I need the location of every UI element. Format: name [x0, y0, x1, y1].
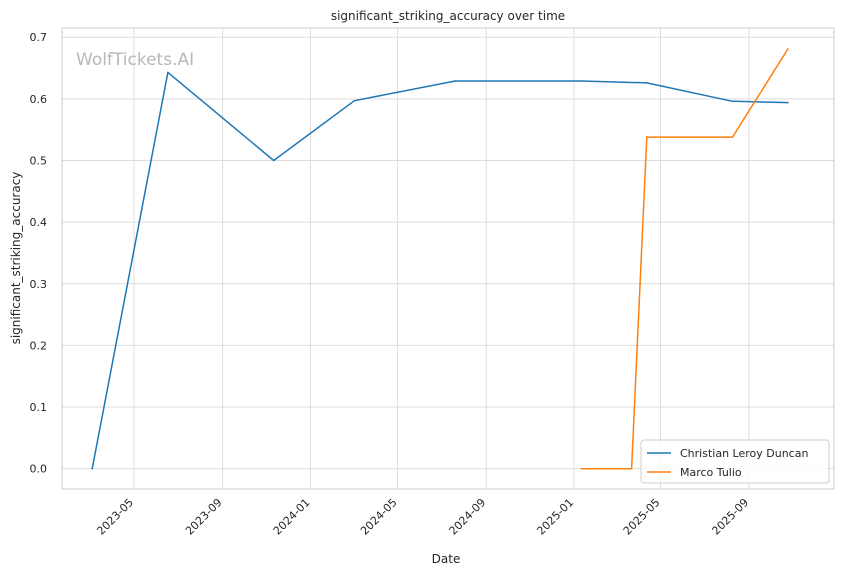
- data-point: [580, 467, 583, 470]
- x-axis-label: Date: [432, 552, 461, 566]
- series-layer: [91, 48, 789, 470]
- y-tick-label: 0.3: [30, 278, 48, 291]
- data-point: [645, 82, 648, 84]
- data-point: [167, 71, 169, 74]
- data-point: [353, 99, 356, 102]
- y-tick-label: 0.4: [30, 216, 48, 229]
- data-point: [731, 136, 734, 138]
- data-point: [787, 48, 789, 50]
- y-axis-ticks: 0.0 0.1 0.2 0.3 0.4 0.5 0.6 0.7: [30, 31, 48, 475]
- legend-box: [640, 439, 830, 484]
- y-tick-label: 0.6: [30, 93, 48, 106]
- data-point: [580, 80, 583, 82]
- grid: [62, 28, 834, 489]
- y-tick-label: 0.1: [30, 401, 48, 414]
- legend-label-0: Christian Leroy Duncan: [680, 447, 808, 460]
- data-point: [272, 159, 275, 162]
- data-point: [454, 80, 457, 82]
- y-tick-label: 0.7: [30, 31, 48, 44]
- data-point: [91, 467, 94, 470]
- y-tick-label: 0.5: [30, 155, 48, 168]
- legend-label-1: Marco Tulio: [680, 466, 742, 479]
- y-tick-label: 0.0: [30, 463, 48, 476]
- y-tick-label: 0.2: [30, 339, 48, 352]
- data-point: [645, 136, 648, 138]
- data-point: [731, 100, 734, 103]
- chart-title: significant_striking_accuracy over time: [331, 9, 565, 23]
- data-point: [787, 101, 789, 104]
- plot-area-frame: [61, 27, 835, 490]
- watermark-text: WolfTickets.AI: [76, 50, 194, 70]
- data-point: [630, 467, 633, 470]
- y-axis-label: significant_striking_accuracy: [9, 172, 23, 345]
- legend: Christian Leroy Duncan Marco Tulio: [640, 439, 830, 484]
